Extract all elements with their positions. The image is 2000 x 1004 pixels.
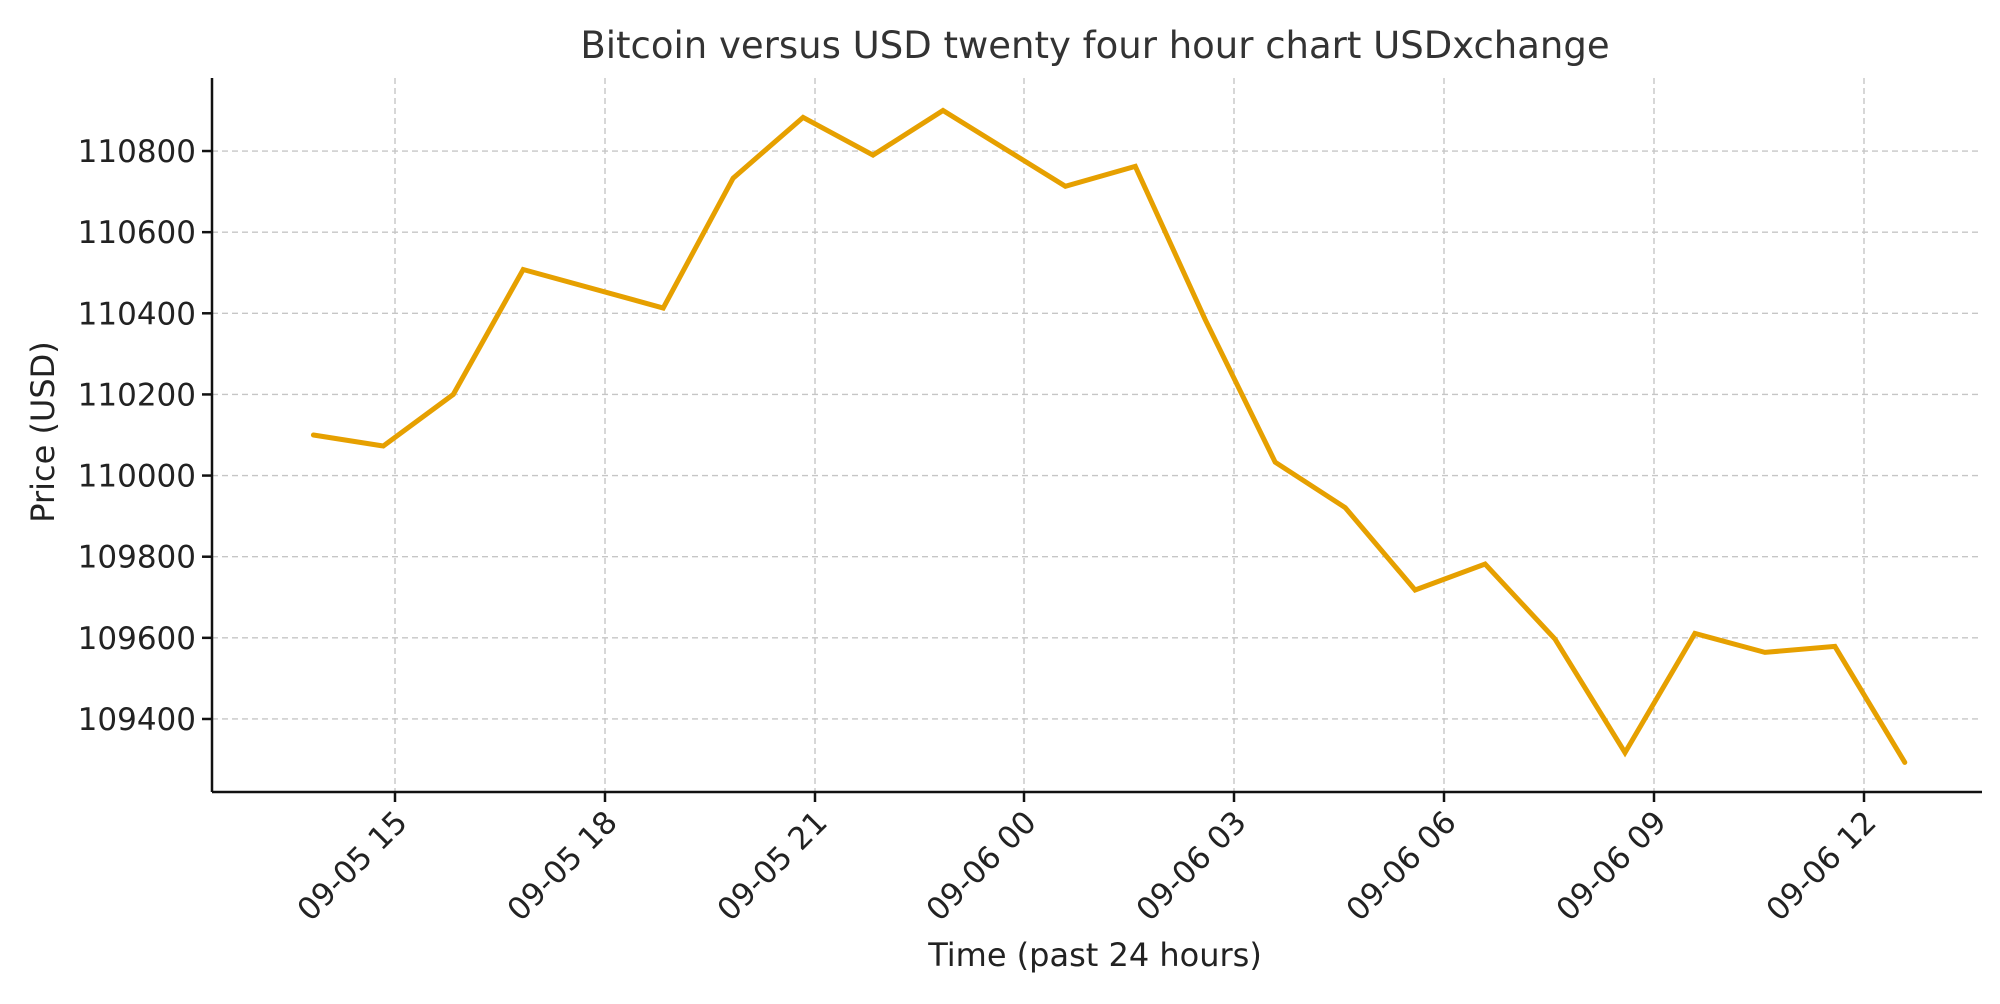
x-tick-label: 09-05 15 bbox=[291, 804, 415, 928]
x-axis-label: Time (past 24 hours) bbox=[927, 936, 1262, 974]
y-tick-label: 110800 bbox=[78, 134, 196, 170]
x-tick-label: 09-05 18 bbox=[501, 804, 625, 928]
y-tick-label: 109800 bbox=[78, 540, 196, 576]
y-axis-label: Price (USD) bbox=[24, 341, 62, 523]
x-tick-label: 09-06 00 bbox=[920, 804, 1044, 928]
y-tick-label: 110400 bbox=[78, 296, 196, 332]
grid-layer bbox=[212, 78, 1982, 792]
x-tick-label: 09-06 06 bbox=[1340, 804, 1464, 928]
series-layer bbox=[313, 110, 1905, 762]
axes-layer bbox=[212, 78, 1982, 792]
x-tick-label: 09-06 12 bbox=[1760, 804, 1884, 928]
x-tick-label: 09-06 03 bbox=[1130, 804, 1254, 928]
y-tick-label: 110000 bbox=[78, 459, 196, 495]
chart-title: Bitcoin versus USD twenty four hour char… bbox=[580, 24, 1609, 67]
price-series-line bbox=[313, 111, 1904, 763]
y-tick-label: 109600 bbox=[78, 621, 196, 657]
y-tick-label: 109400 bbox=[78, 702, 196, 738]
y-tick-label: 110200 bbox=[78, 377, 196, 413]
x-tick-label: 09-06 09 bbox=[1550, 804, 1674, 928]
ticks-layer: 09-05 15 09-05 18 09-05 21 09-06 00 09-06 03… bbox=[78, 134, 1884, 928]
x-tick-label: 09-05 21 bbox=[711, 804, 835, 928]
y-tick-label: 110600 bbox=[78, 215, 196, 251]
